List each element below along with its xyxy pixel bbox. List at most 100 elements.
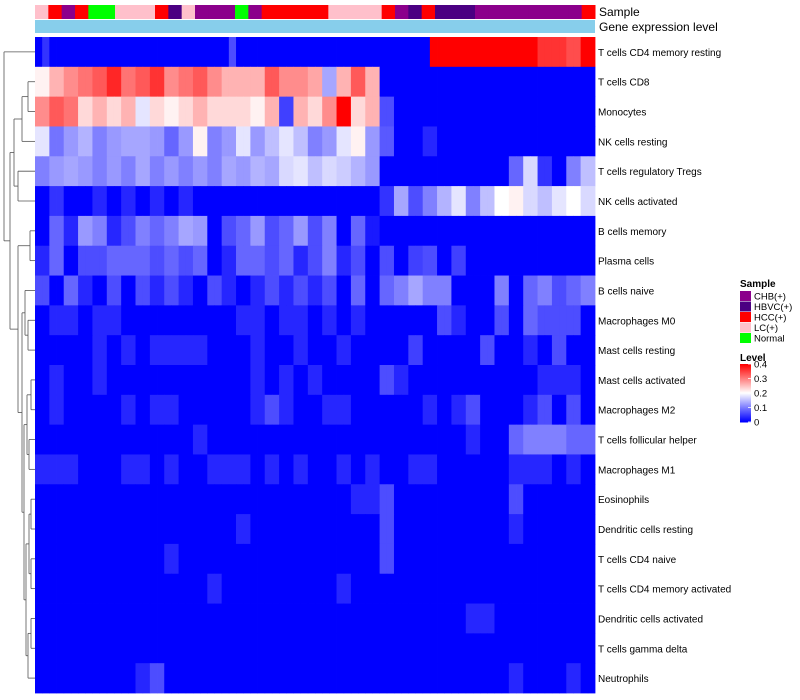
heatmap-cell bbox=[257, 454, 266, 485]
heatmap-cell bbox=[444, 37, 452, 68]
heatmap-cell bbox=[573, 215, 582, 247]
heatmap-cell bbox=[149, 603, 158, 634]
heatmap-cell bbox=[516, 37, 524, 68]
heatmap-cell bbox=[422, 245, 431, 276]
row-label: T cells CD4 naive bbox=[598, 555, 677, 566]
heatmap-cell bbox=[401, 245, 409, 276]
level-colorbar: Level 0.40.30.20.10 bbox=[740, 353, 767, 429]
heatmap-cell bbox=[343, 245, 352, 276]
heatmap-cell bbox=[243, 514, 251, 545]
heatmap-cell bbox=[472, 156, 481, 187]
heatmap-cell bbox=[164, 37, 172, 68]
heatmap-cell bbox=[78, 245, 86, 276]
heatmap-cell bbox=[358, 96, 366, 127]
heatmap-cell bbox=[279, 335, 287, 366]
heatmap-cell bbox=[393, 186, 402, 217]
heatmap-cell bbox=[164, 305, 172, 336]
heatmap-cell bbox=[437, 126, 445, 157]
heatmap-cell bbox=[587, 633, 596, 664]
heatmap-cell bbox=[192, 215, 201, 247]
heatmap-cell bbox=[465, 245, 474, 276]
heatmap-cell bbox=[329, 335, 337, 366]
heatmap-cell bbox=[42, 186, 50, 217]
heatmap-cell bbox=[300, 126, 309, 157]
colorbar-tick-label: 0.3 bbox=[754, 374, 767, 385]
heatmap-cell bbox=[587, 215, 596, 247]
heatmap-cell bbox=[480, 543, 488, 575]
heatmap-cell bbox=[171, 96, 179, 127]
heatmap-cell bbox=[480, 186, 488, 217]
heatmap-cell bbox=[49, 394, 57, 426]
heatmap-cell bbox=[322, 245, 330, 276]
sample-annotation-cell bbox=[448, 5, 463, 19]
heatmap-cell bbox=[544, 37, 553, 68]
heatmap-cell bbox=[171, 484, 179, 515]
heatmap-cell bbox=[286, 514, 294, 545]
colorbar-segment bbox=[740, 373, 751, 375]
heatmap-cell bbox=[530, 424, 538, 455]
heatmap-cell bbox=[300, 514, 309, 545]
heatmap-cell bbox=[113, 484, 122, 515]
heatmap-cell bbox=[480, 335, 488, 366]
heatmap-cell bbox=[78, 305, 86, 336]
heatmap-cell bbox=[358, 424, 366, 455]
heatmap-cell bbox=[336, 126, 345, 157]
heatmap-cell bbox=[35, 96, 43, 127]
heatmap-cell bbox=[566, 275, 574, 306]
gene-expression-annotation-bar bbox=[35, 20, 595, 33]
heatmap-cell bbox=[350, 245, 359, 276]
heatmap-cell bbox=[207, 275, 215, 306]
heatmap-cell bbox=[92, 275, 101, 306]
heatmap-cell bbox=[537, 96, 546, 127]
sample-annotation-cell bbox=[248, 5, 263, 19]
heatmap-cell bbox=[149, 335, 158, 366]
heatmap-cell bbox=[401, 96, 409, 127]
heatmap-cell bbox=[566, 573, 574, 604]
heatmap-cell bbox=[573, 394, 582, 426]
heatmap-cell bbox=[580, 514, 589, 545]
heatmap-cell bbox=[185, 633, 194, 664]
colorbar-segment bbox=[740, 394, 751, 396]
heatmap-cell bbox=[465, 663, 474, 694]
heatmap-cell bbox=[559, 126, 567, 157]
heatmap-cell bbox=[307, 365, 316, 396]
heatmap-cell bbox=[508, 394, 517, 426]
sample-annotation-bar bbox=[35, 5, 596, 19]
heatmap-cell bbox=[487, 186, 495, 217]
heatmap-cell bbox=[70, 663, 79, 694]
heatmap-cell bbox=[171, 126, 179, 157]
heatmap-cell bbox=[207, 514, 215, 545]
heatmap-cell bbox=[92, 603, 101, 634]
heatmap-cell bbox=[35, 514, 43, 545]
heatmap-cell bbox=[566, 424, 574, 455]
heatmap-cell bbox=[307, 215, 316, 247]
heatmap-cell bbox=[551, 514, 560, 545]
legend-label: Normal bbox=[754, 334, 785, 345]
row-label: T cells gamma delta bbox=[598, 644, 688, 655]
heatmap-cell bbox=[501, 603, 510, 634]
heatmap-cell bbox=[444, 215, 452, 247]
heatmap-cell bbox=[437, 424, 445, 455]
heatmap-cell bbox=[250, 96, 258, 127]
heatmap-cell bbox=[329, 603, 337, 634]
heatmap-cell bbox=[99, 633, 108, 664]
heatmap-cell bbox=[587, 245, 596, 276]
heatmap-cell bbox=[121, 245, 129, 276]
heatmap-cell bbox=[472, 245, 481, 276]
heatmap-cell bbox=[35, 543, 43, 575]
heatmap-cell bbox=[422, 514, 431, 545]
heatmap-cell bbox=[372, 365, 381, 396]
heatmap-cell bbox=[523, 96, 531, 127]
heatmap-cell bbox=[537, 186, 546, 217]
heatmap-cell bbox=[429, 215, 438, 247]
heatmap-cell bbox=[135, 37, 144, 68]
heatmap-cell bbox=[437, 37, 445, 68]
heatmap-cell bbox=[516, 633, 524, 664]
heatmap-cell bbox=[250, 514, 258, 545]
heatmap-cell bbox=[444, 96, 452, 127]
heatmap-cell bbox=[343, 335, 352, 366]
heatmap-cell bbox=[472, 424, 481, 455]
heatmap-cell bbox=[236, 424, 244, 455]
heatmap-cell bbox=[250, 156, 258, 187]
heatmap-cell bbox=[573, 484, 582, 515]
